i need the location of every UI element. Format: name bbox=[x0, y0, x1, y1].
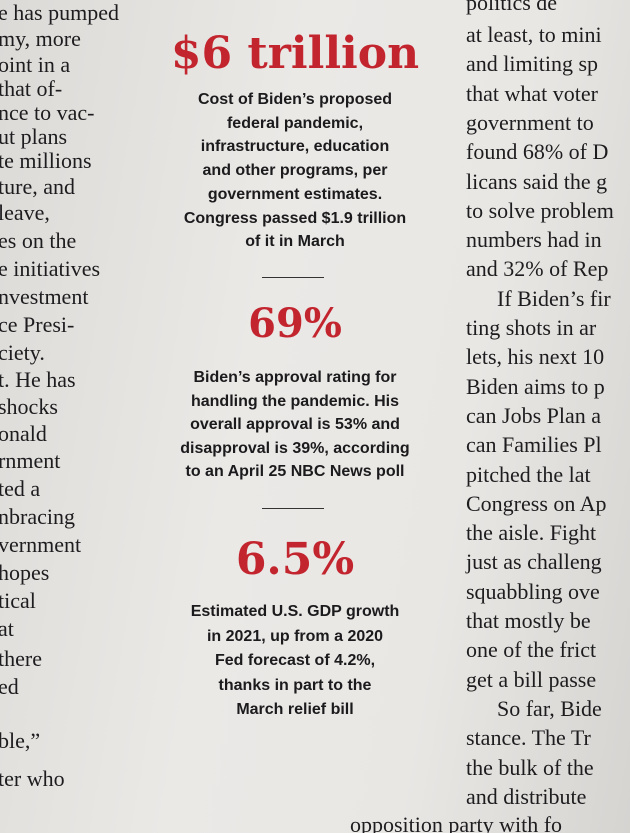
left-column-line: hopes bbox=[0, 560, 50, 585]
left-column-line: nvestment bbox=[0, 284, 89, 309]
right-column-line: If Biden’s fir bbox=[497, 285, 611, 311]
divider bbox=[262, 508, 324, 509]
right-column-line: at least, to mini bbox=[466, 22, 602, 47]
right-column-line: and distribute bbox=[466, 783, 587, 809]
stat-description: of it in March bbox=[245, 233, 345, 251]
footer-line: opposition party with fo bbox=[350, 812, 563, 833]
left-column-line: there bbox=[0, 646, 42, 671]
divider bbox=[262, 277, 324, 278]
stat-description: overall approval is 53% and bbox=[190, 416, 400, 433]
stat-description: handling the pandemic. His bbox=[190, 392, 400, 410]
left-column-line: e has pumped bbox=[0, 0, 119, 25]
left-column-line: ciety. bbox=[0, 340, 45, 365]
stat-description: and other programs, per bbox=[202, 162, 388, 180]
stat-description: government estimates. bbox=[207, 185, 383, 203]
right-column-line: stance. The Tr bbox=[466, 725, 591, 751]
left-column-line: ed bbox=[0, 674, 19, 699]
stat-description: federal pandemic, bbox=[226, 114, 364, 132]
left-column-line: shocks bbox=[0, 394, 58, 419]
left-column-line: ture, and bbox=[0, 174, 75, 199]
stat-description: in 2021, up from a 2020 bbox=[206, 627, 384, 645]
right-column-line: can Families Pl bbox=[466, 432, 602, 458]
right-column-line: government to bbox=[466, 109, 594, 135]
right-column-line: get a bill passe bbox=[466, 666, 597, 692]
left-column-line: te millions bbox=[0, 148, 92, 173]
right-column-line: lets, his next 10 bbox=[466, 344, 605, 370]
left-column-line: nce to vac- bbox=[0, 100, 95, 125]
right-column-line: ting shots in ar bbox=[466, 315, 597, 340]
left-column-line: ter who bbox=[0, 766, 65, 791]
left-column-line: e initiatives bbox=[0, 256, 101, 281]
left-column-line: at bbox=[0, 616, 14, 641]
right-column-line: can Jobs Plan a bbox=[466, 402, 602, 428]
stat-description: disapproval is 39%, according bbox=[180, 439, 410, 457]
stat-description: March relief bill bbox=[236, 701, 354, 718]
stat-description: to an April 25 NBC News poll bbox=[185, 463, 405, 480]
stat-description: Estimated U.S. GDP growth bbox=[190, 603, 400, 620]
right-column-line: the aisle. Fight bbox=[466, 520, 597, 546]
right-column-line: Biden aims to p bbox=[466, 373, 605, 399]
right-column-line: that mostly be bbox=[466, 608, 591, 633]
right-column-line: just as challeng bbox=[466, 549, 602, 575]
left-column-line: tical bbox=[0, 588, 36, 613]
left-column-line: that of- bbox=[0, 76, 63, 101]
left-column-line: ted a bbox=[0, 476, 41, 501]
stat-description: Congress passed $1.9 trillion bbox=[183, 209, 407, 227]
right-column-line: So far, Bide bbox=[497, 695, 602, 721]
left-column-line: t. He has bbox=[0, 367, 76, 392]
right-column-line: licans said the g bbox=[466, 168, 608, 194]
right-column-line: and limiting sp bbox=[466, 51, 598, 77]
right-column-line: found 68% of D bbox=[466, 139, 609, 165]
right-column-line: numbers had in bbox=[466, 227, 602, 253]
stat-figure: $6 trillion bbox=[170, 28, 420, 79]
left-column-line: ble,” bbox=[0, 728, 41, 753]
left-column-line: onald bbox=[0, 421, 47, 446]
left-column-line: oint in a bbox=[0, 52, 71, 77]
stat-figure: 6.5% bbox=[235, 534, 355, 585]
left-column-line: rnment bbox=[0, 448, 61, 473]
left-column-line: ut plans bbox=[0, 124, 68, 149]
left-column-line: es on the bbox=[0, 228, 77, 253]
right-column-line: pitched the lat bbox=[466, 461, 591, 487]
left-column-line: my, more bbox=[0, 26, 81, 51]
right-column-line: the bulk of the bbox=[466, 754, 594, 780]
left-column-line: nbracing bbox=[0, 504, 75, 529]
left-column-line: vernment bbox=[0, 532, 82, 557]
right-column-line: politics de bbox=[466, 0, 558, 15]
stat-figure: 69% bbox=[248, 300, 342, 347]
stat-description: infrastructure, education bbox=[200, 138, 390, 156]
right-column-line: to solve problem bbox=[466, 197, 614, 223]
right-column-line: that what voter bbox=[466, 80, 598, 106]
right-column-line: squabbling ove bbox=[466, 578, 600, 604]
left-column-line: ce Presi- bbox=[0, 312, 75, 337]
right-column-line: Congress on Ap bbox=[466, 490, 607, 516]
stat-description: thanks in part to the bbox=[218, 676, 372, 694]
stat-description: Fed forecast of 4.2%, bbox=[214, 652, 376, 669]
right-column-line: one of the frict bbox=[466, 637, 597, 663]
right-column-line: and 32% of Rep bbox=[466, 256, 609, 282]
left-column-line: leave, bbox=[0, 200, 50, 225]
stat-description: Cost of Biden’s proposed bbox=[197, 91, 393, 108]
stat-description: Biden’s approval rating for bbox=[193, 369, 397, 386]
